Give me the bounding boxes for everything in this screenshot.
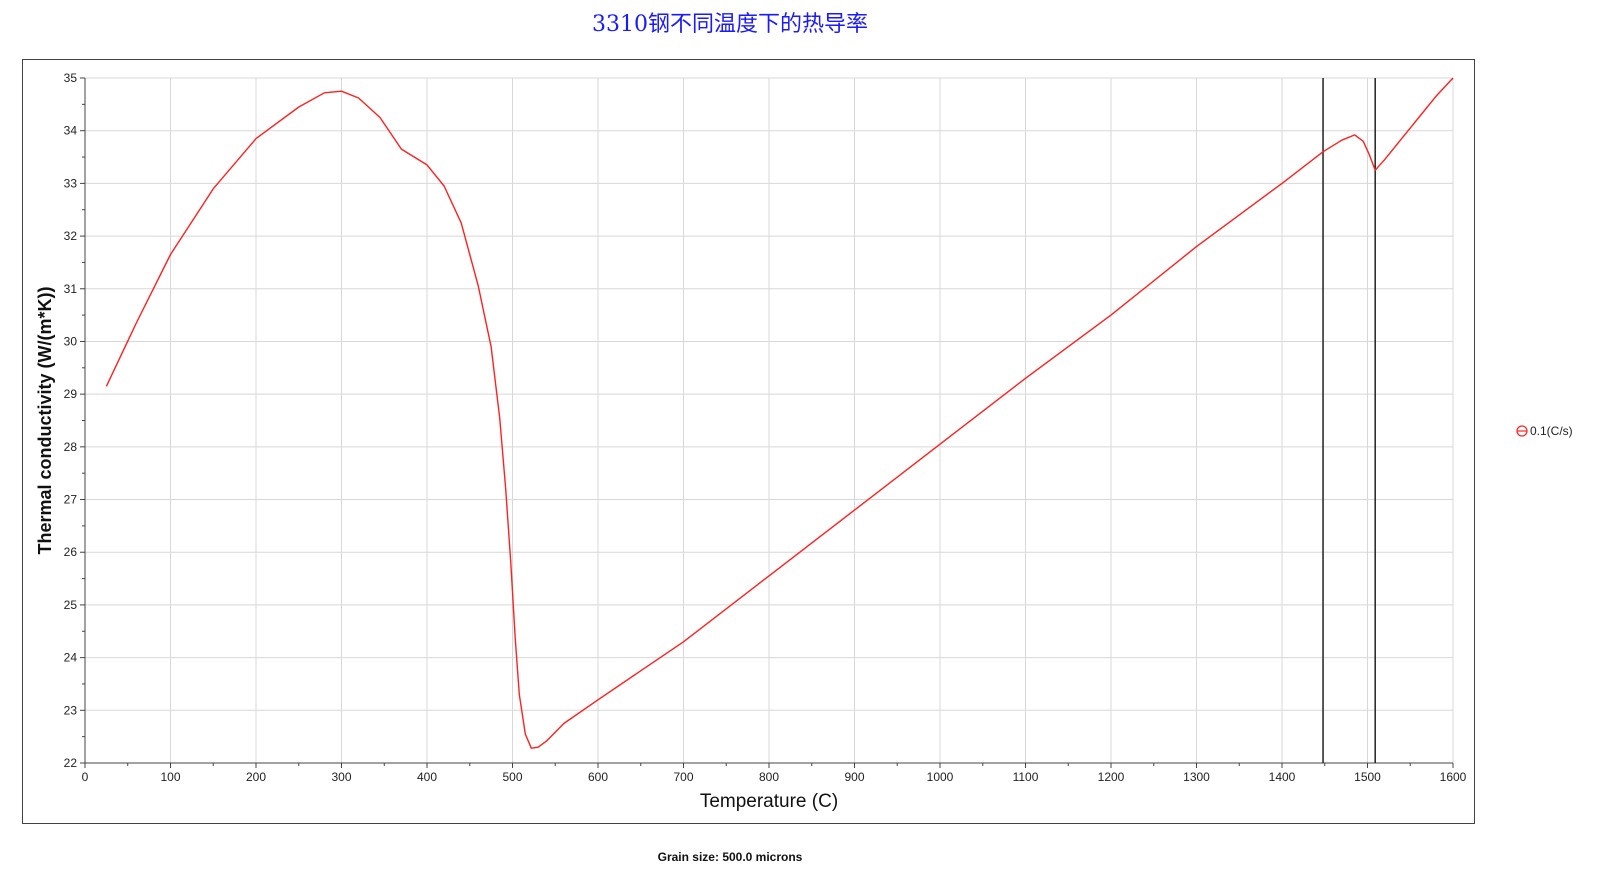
x-tick-label: 100 bbox=[160, 770, 180, 784]
x-tick-label: 0 bbox=[82, 770, 89, 784]
legend-label: 0.1(C/s) bbox=[1530, 424, 1573, 438]
x-tick-label: 1400 bbox=[1269, 770, 1296, 784]
plot-frame bbox=[22, 59, 1475, 824]
x-tick-label: 600 bbox=[588, 770, 608, 784]
y-tick-label: 29 bbox=[64, 387, 78, 401]
x-tick-label: 800 bbox=[759, 770, 779, 784]
x-tick-label: 1300 bbox=[1183, 770, 1210, 784]
x-tick-label: 1600 bbox=[1440, 770, 1467, 784]
x-tick-label: 900 bbox=[844, 770, 864, 784]
y-tick-label: 22 bbox=[64, 756, 78, 770]
y-tick-label: 31 bbox=[64, 282, 78, 296]
x-tick-label: 500 bbox=[502, 770, 522, 784]
y-axis-label: Thermal conductivity (W/(m*K)) bbox=[35, 286, 55, 554]
x-tick-label: 1200 bbox=[1098, 770, 1125, 784]
y-tick-label: 34 bbox=[64, 124, 78, 138]
grain-size-footer: Grain size: 500.0 microns bbox=[657, 850, 803, 864]
x-tick-label: 1100 bbox=[1013, 770, 1039, 784]
y-tick-label: 30 bbox=[64, 334, 78, 348]
x-tick-label: 700 bbox=[673, 770, 693, 784]
y-tick-label: 28 bbox=[64, 440, 78, 454]
y-tick-label: 25 bbox=[64, 598, 78, 612]
x-axis-label: Temperature (C) bbox=[700, 791, 838, 812]
x-tick-label: 1000 bbox=[927, 770, 954, 784]
circle-minus-icon bbox=[1516, 425, 1528, 437]
chart-title: 3310钢不同温度下的热导率 bbox=[592, 12, 868, 37]
y-tick-label: 35 bbox=[64, 71, 78, 85]
x-tick-label: 400 bbox=[417, 770, 437, 784]
y-tick-label: 24 bbox=[64, 651, 78, 665]
x-tick-label: 300 bbox=[331, 770, 351, 784]
legend[interactable]: 0.1(C/s) bbox=[1516, 424, 1573, 438]
x-tick-label: 1500 bbox=[1354, 770, 1381, 784]
y-tick-label: 32 bbox=[64, 229, 78, 243]
y-tick-label: 33 bbox=[64, 176, 78, 190]
y-tick-label: 27 bbox=[64, 493, 78, 507]
y-tick-label: 23 bbox=[64, 703, 78, 717]
y-tick-label: 26 bbox=[64, 545, 78, 559]
series-line bbox=[105, 77, 1454, 749]
x-tick-label: 200 bbox=[246, 770, 266, 784]
